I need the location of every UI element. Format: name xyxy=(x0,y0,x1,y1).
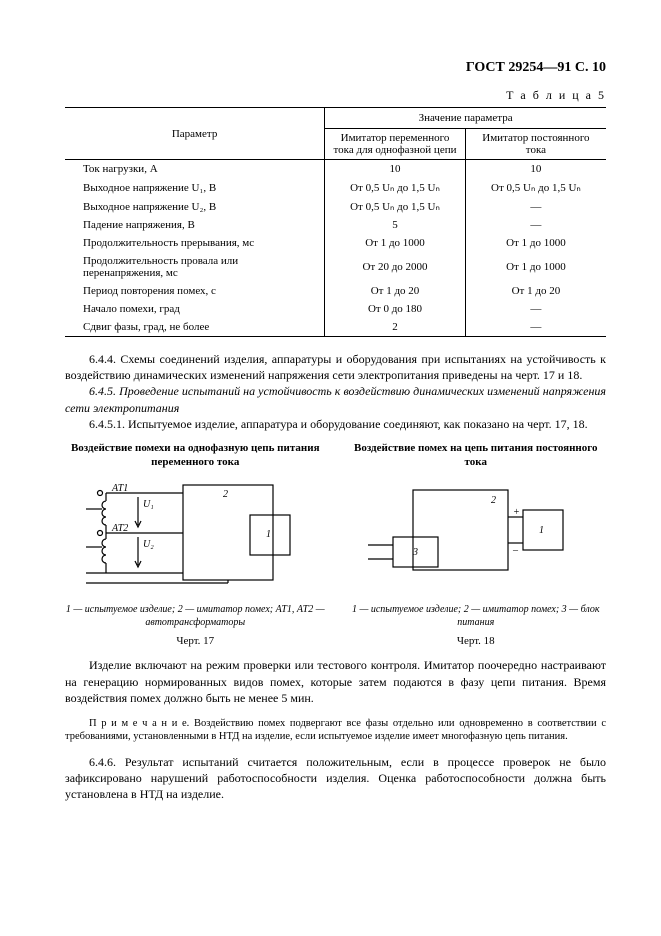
table-row: Сдвиг фазы, град, не более2— xyxy=(65,318,606,337)
figure-18-num: Черт. 18 xyxy=(346,635,607,647)
cell-dc: От 1 до 20 xyxy=(465,282,606,300)
col-param-header: Параметр xyxy=(65,108,325,160)
cell-dc: От 0,5 Uₙ до 1,5 Uₙ xyxy=(465,178,606,197)
figure-17-caption: 1 — испытуемое изделие; 2 — имитатор пом… xyxy=(65,604,326,629)
cell-dc: 10 xyxy=(465,160,606,179)
para-645: 6.4.5. Проведение испытаний на устойчиво… xyxy=(65,383,606,415)
fig17-n1: 1 xyxy=(266,529,271,540)
cell-param: Продолжительность провала или перенапряж… xyxy=(65,252,325,282)
table-row: Выходное напряжение U₁, ВОт 0,5 Uₙ до 1,… xyxy=(65,178,606,197)
table-row: Ток нагрузки, А1010 xyxy=(65,160,606,179)
para-646: 6.4.6. Результат испытаний считается пол… xyxy=(65,754,606,803)
table-row: Продолжительность провала или перенапряж… xyxy=(65,252,606,282)
cell-param: Ток нагрузки, А xyxy=(65,160,325,179)
cell-ac: От 20 до 2000 xyxy=(325,252,466,282)
fig17-u2: U₂ xyxy=(143,539,154,550)
table-row: Падение напряжения, В5— xyxy=(65,216,606,234)
cell-ac: От 1 до 1000 xyxy=(325,234,466,252)
figure-18-svg: 2 3 1 + – xyxy=(358,475,593,600)
parameter-table: Параметр Значение параметра Имитатор пер… xyxy=(65,107,606,337)
cell-param: Выходное напряжение U₁, В xyxy=(65,178,325,197)
note: П р и м е ч а н и е. Воздействию помех п… xyxy=(65,717,606,744)
cell-ac: 5 xyxy=(325,216,466,234)
page-header: ГОСТ 29254—91 С. 10 xyxy=(65,60,606,76)
cell-param: Начало помехи, град xyxy=(65,300,325,318)
cell-param: Падение напряжения, В xyxy=(65,216,325,234)
figure-18-caption: 1 — испытуемое изделие; 2 — имитатор пом… xyxy=(346,604,607,629)
para-after-fig: Изделие включают на режим проверки или т… xyxy=(65,657,606,706)
cell-ac: От 1 до 20 xyxy=(325,282,466,300)
col-dc-header: Имитатор постоянного тока xyxy=(465,129,606,160)
cell-dc: — xyxy=(465,300,606,318)
cell-ac: 2 xyxy=(325,318,466,337)
figure-17-num: Черт. 17 xyxy=(65,635,326,647)
fig17-n2: 2 xyxy=(223,489,228,500)
figure-17-title: Воздействие помехи на однофазную цепь пи… xyxy=(65,442,326,470)
para-644: 6.4.4. Схемы соединений изделия, аппарат… xyxy=(65,351,606,383)
cell-ac: От 0,5 Uₙ до 1,5 Uₙ xyxy=(325,197,466,216)
fig17-u1: U₁ xyxy=(143,499,154,510)
fig18-n2: 2 xyxy=(491,495,496,506)
cell-ac: 10 xyxy=(325,160,466,179)
figure-17-svg: АТ1 U₁ АТ2 U₂ 1 2 xyxy=(78,475,313,600)
cell-param: Продолжительность прерывания, мс xyxy=(65,234,325,252)
table-body: Ток нагрузки, А1010Выходное напряжение U… xyxy=(65,160,606,337)
fig18-plus: + xyxy=(513,507,520,518)
fig18-n1: 1 xyxy=(539,525,544,536)
figure-17: Воздействие помехи на однофазную цепь пи… xyxy=(65,442,326,648)
table-row: Период повторения помех, сОт 1 до 20От 1… xyxy=(65,282,606,300)
cell-dc: — xyxy=(465,197,606,216)
fig18-minus: – xyxy=(512,545,519,556)
table-row: Продолжительность прерывания, мсОт 1 до … xyxy=(65,234,606,252)
figure-18: Воздействие помех на цепь питания постоя… xyxy=(346,442,607,648)
fig18-n3: 3 xyxy=(412,547,418,558)
cell-ac: От 0 до 180 xyxy=(325,300,466,318)
cell-dc: — xyxy=(465,216,606,234)
cell-param: Выходное напряжение U₂, В xyxy=(65,197,325,216)
cell-dc: — xyxy=(465,318,606,337)
col-ac-header: Имитатор переменного тока для однофазной… xyxy=(325,129,466,160)
fig17-at2: АТ2 xyxy=(111,523,128,534)
table-caption: Т а б л и ц а 5 xyxy=(65,88,606,103)
fig17-at1: АТ1 xyxy=(111,483,128,494)
table-row: Начало помехи, градОт 0 до 180— xyxy=(65,300,606,318)
cell-dc: От 1 до 1000 xyxy=(465,252,606,282)
cell-dc: От 1 до 1000 xyxy=(465,234,606,252)
para-6451: 6.4.5.1. Испытуемое изделие, аппаратура … xyxy=(65,416,606,432)
table-row: Выходное напряжение U₂, ВОт 0,5 Uₙ до 1,… xyxy=(65,197,606,216)
cell-ac: От 0,5 Uₙ до 1,5 Uₙ xyxy=(325,178,466,197)
cell-param: Сдвиг фазы, град, не более xyxy=(65,318,325,337)
figure-18-title: Воздействие помех на цепь питания постоя… xyxy=(346,442,607,470)
cell-param: Период повторения помех, с xyxy=(65,282,325,300)
col-group-header: Значение параметра xyxy=(325,108,606,129)
